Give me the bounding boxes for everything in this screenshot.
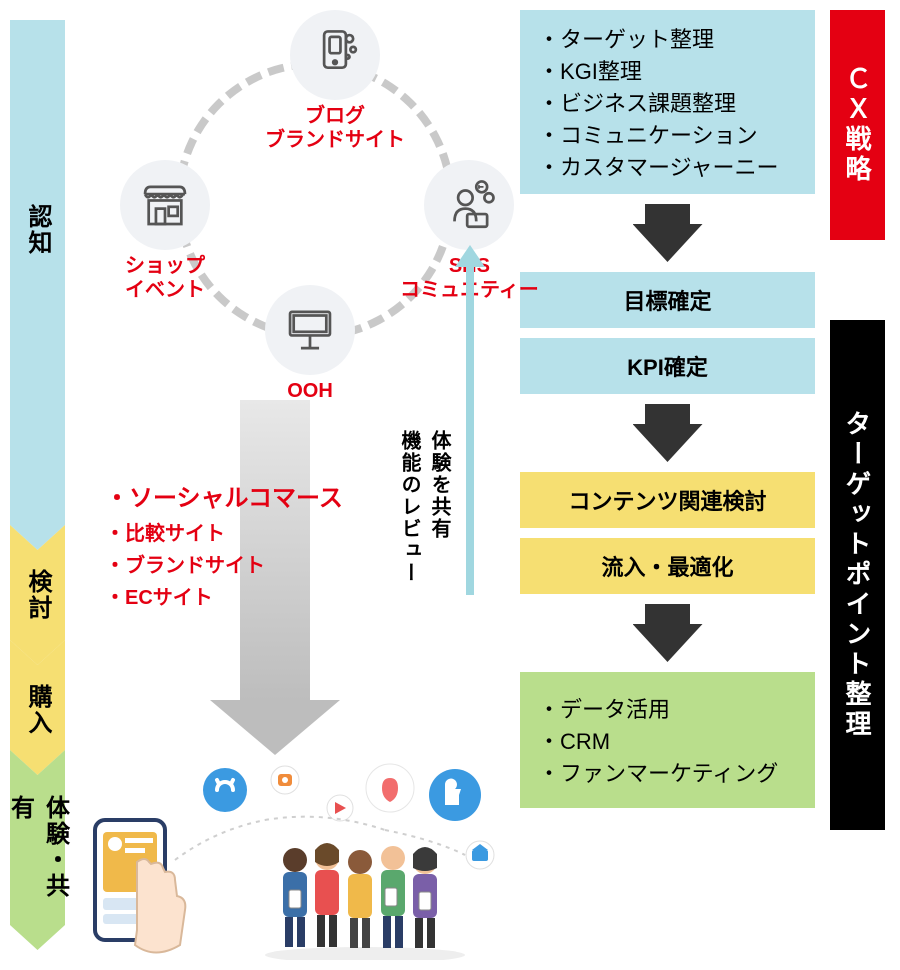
tag-cx-strategy: ＣＸ戦略 [830, 10, 885, 240]
inflow-box: 流入・最適化 [520, 538, 815, 594]
cx-item: KGI整理 [538, 54, 797, 86]
cx-item: ターゲット整理 [538, 22, 797, 54]
touchpoint-cluster: ブログ ブランドサイト ショップ イベント SNS コミュニティー OOH [90, 10, 490, 410]
cx-item: カスタマージャーニー [538, 150, 797, 182]
node-blog: ブログ ブランドサイト [265, 10, 405, 152]
cx-item: ビジネス課題整理 [538, 86, 797, 118]
commerce-item: ブランドサイト [105, 550, 343, 582]
phase-experience: 体験・共有 [10, 795, 65, 915]
goal-box: 目標確定 [520, 272, 815, 328]
blog-icon [290, 10, 380, 100]
commerce-item: ECサイト [105, 582, 343, 614]
content-box: コンテンツ関連検討 [520, 472, 815, 528]
commerce-item: 比較サイト [105, 518, 343, 550]
people-illustration [85, 760, 495, 960]
arrow-2 [520, 404, 815, 462]
phase-purchase: 購入 [10, 680, 65, 740]
loop-label-review: 機能のレビュー [395, 430, 424, 584]
final-box: データ活用 CRM ファンマーケティング [520, 672, 815, 808]
node-blog-label: ブログ ブランドサイト [265, 104, 405, 152]
kpi-box: KPI確定 [520, 338, 815, 394]
node-shop: ショップ イベント [120, 160, 210, 302]
cx-item: コミュニケーション [538, 118, 797, 150]
final-item: データ活用 [538, 692, 797, 724]
phase-awareness: 認知 [10, 200, 65, 260]
sns-icon [424, 160, 514, 250]
ooh-icon [265, 285, 355, 375]
shop-icon [120, 160, 210, 250]
cx-items-box: ターゲット整理 KGI整理 ビジネス課題整理 コミュニケーション カスタマージャ… [520, 10, 815, 194]
final-item: ファンマーケティング [538, 756, 797, 788]
commerce-list: ソーシャルコマース 比較サイト ブランドサイト ECサイト [105, 480, 343, 614]
arrow-3 [520, 604, 815, 662]
node-ooh: OOH [265, 285, 355, 403]
node-shop-label: ショップ イベント [120, 254, 210, 302]
flow-column: ターゲット整理 KGI整理 ビジネス課題整理 コミュニケーション カスタマージャ… [520, 10, 815, 818]
final-item: CRM [538, 724, 797, 756]
tag-target-point: ターゲットポイント整理 [830, 320, 885, 830]
phase-column: 認知 検討 購入 体験・共有 [10, 20, 65, 950]
arrow-1 [520, 204, 815, 262]
commerce-item: ソーシャルコマース [105, 480, 343, 518]
phase-consider: 検討 [10, 565, 65, 625]
loop-up-arrow [455, 255, 485, 605]
loop-label-share: 体験を共有 [425, 430, 454, 540]
